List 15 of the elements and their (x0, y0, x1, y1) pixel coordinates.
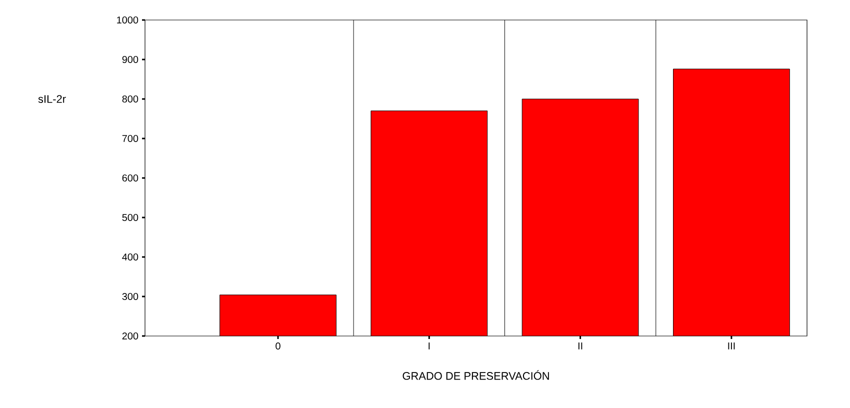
y-tick-label: 1000 (117, 16, 138, 24)
y-tick-label: 400 (122, 253, 138, 261)
x-tick-label: III (728, 342, 735, 350)
y-tick-label: 800 (122, 95, 138, 103)
y-tick-label: 600 (122, 174, 138, 182)
y-tick-label: 200 (122, 332, 138, 340)
y-axis-title: sIL-2r (38, 95, 66, 103)
x-tick-label: II (578, 342, 582, 350)
x-tick-label: I (428, 342, 430, 350)
y-tick-label: 900 (122, 56, 138, 64)
x-tick-label: 0 (276, 342, 280, 350)
y-tick-label: 500 (122, 214, 138, 222)
y-tick-label: 300 (122, 292, 138, 300)
x-axis-title: GRADO DE PRESERVACIÓN (402, 370, 549, 380)
y-tick-label: 700 (122, 134, 138, 142)
